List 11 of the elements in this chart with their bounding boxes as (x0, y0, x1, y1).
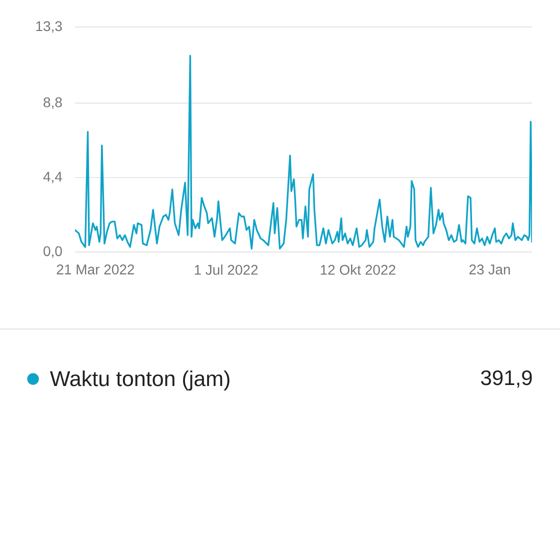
line-series (75, 54, 532, 250)
x-tick-label: 21 Mar 2022 (56, 264, 134, 274)
text: 391,9 (481, 370, 532, 388)
legend-label: Waktu tonton (jam) (50, 370, 230, 391)
y-tick-label: 4,4 (43, 172, 62, 184)
x-tick-label: 23 Jan (469, 264, 510, 274)
y-tick-label: 13,3 (36, 21, 62, 33)
y-tick-label: 8,8 (44, 97, 62, 109)
x-tick-label: 1 Jul 2022 (194, 264, 258, 275)
y-tick-label: 0,0 (44, 246, 62, 258)
x-tick-label: 12 Okt 2022 (320, 264, 396, 275)
